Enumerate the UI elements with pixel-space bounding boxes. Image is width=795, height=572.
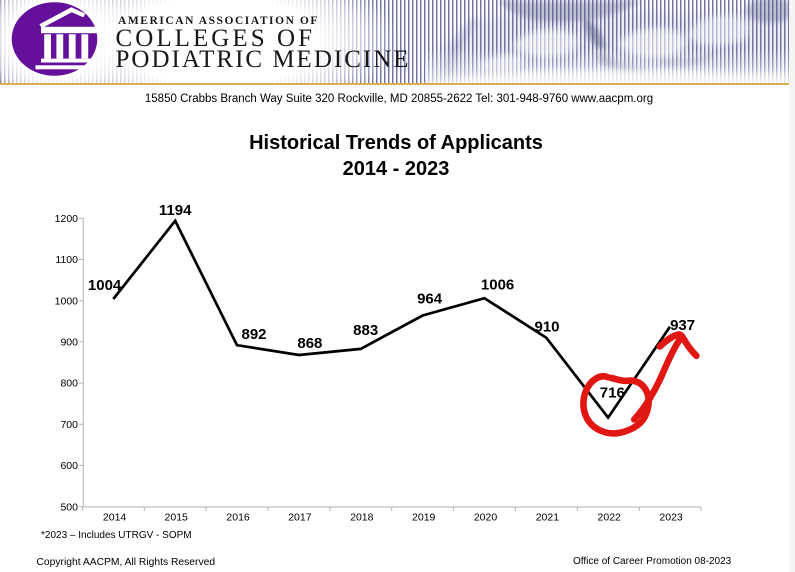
svg-text:964: 964 bbox=[417, 291, 443, 308]
svg-text:892: 892 bbox=[241, 326, 266, 343]
svg-text:500: 500 bbox=[60, 501, 78, 513]
svg-text:1004: 1004 bbox=[88, 277, 122, 294]
svg-text:1200: 1200 bbox=[55, 213, 79, 225]
svg-text:910: 910 bbox=[534, 319, 559, 336]
svg-text:937: 937 bbox=[670, 317, 695, 334]
svg-text:2019: 2019 bbox=[412, 512, 436, 524]
svg-text:800: 800 bbox=[60, 378, 78, 390]
svg-text:1194: 1194 bbox=[159, 202, 192, 219]
svg-text:1006: 1006 bbox=[481, 277, 514, 294]
svg-text:600: 600 bbox=[60, 460, 78, 472]
svg-text:2022: 2022 bbox=[598, 512, 622, 524]
svg-text:2021: 2021 bbox=[536, 512, 560, 524]
svg-text:1100: 1100 bbox=[55, 254, 78, 266]
svg-text:2023: 2023 bbox=[659, 512, 683, 524]
svg-text:883: 883 bbox=[353, 322, 378, 339]
svg-text:2015: 2015 bbox=[165, 512, 189, 524]
svg-text:700: 700 bbox=[60, 419, 78, 431]
svg-text:2014: 2014 bbox=[103, 512, 127, 524]
svg-text:716: 716 bbox=[600, 384, 625, 401]
svg-text:900: 900 bbox=[60, 337, 78, 349]
svg-text:2018: 2018 bbox=[350, 512, 374, 524]
svg-text:1000: 1000 bbox=[55, 295, 79, 307]
svg-text:2016: 2016 bbox=[226, 512, 250, 524]
svg-text:868: 868 bbox=[297, 335, 322, 352]
svg-text:2017: 2017 bbox=[288, 512, 312, 524]
svg-text:2020: 2020 bbox=[474, 512, 498, 524]
